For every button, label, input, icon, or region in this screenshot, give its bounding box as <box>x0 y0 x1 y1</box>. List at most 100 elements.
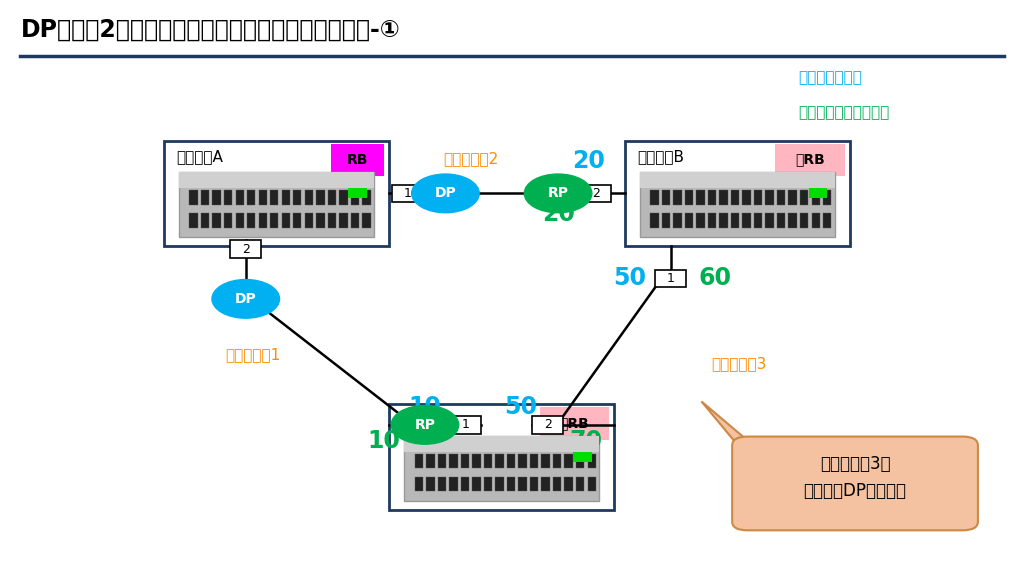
FancyBboxPatch shape <box>328 213 336 227</box>
FancyBboxPatch shape <box>316 213 325 227</box>
FancyBboxPatch shape <box>484 477 493 491</box>
FancyBboxPatch shape <box>564 454 572 468</box>
FancyBboxPatch shape <box>732 437 978 530</box>
FancyBboxPatch shape <box>293 213 301 227</box>
Text: 70: 70 <box>569 429 602 452</box>
FancyBboxPatch shape <box>518 477 526 491</box>
FancyBboxPatch shape <box>766 213 774 227</box>
Text: 50: 50 <box>613 267 646 290</box>
Text: スイッチA: スイッチA <box>176 149 223 165</box>
FancyBboxPatch shape <box>581 185 611 202</box>
FancyBboxPatch shape <box>484 454 493 468</box>
FancyBboxPatch shape <box>530 454 539 468</box>
FancyBboxPatch shape <box>305 213 313 227</box>
FancyBboxPatch shape <box>189 190 198 205</box>
FancyBboxPatch shape <box>438 454 446 468</box>
FancyBboxPatch shape <box>404 435 599 452</box>
Text: 1: 1 <box>462 418 470 431</box>
FancyBboxPatch shape <box>472 454 480 468</box>
FancyBboxPatch shape <box>640 172 835 237</box>
Text: RP: RP <box>415 418 435 432</box>
FancyBboxPatch shape <box>777 190 785 205</box>
FancyBboxPatch shape <box>775 144 845 176</box>
FancyBboxPatch shape <box>362 213 371 227</box>
Text: 60: 60 <box>698 267 731 290</box>
FancyBboxPatch shape <box>438 477 446 491</box>
FancyBboxPatch shape <box>800 213 808 227</box>
FancyBboxPatch shape <box>674 190 682 205</box>
FancyBboxPatch shape <box>674 213 682 227</box>
FancyBboxPatch shape <box>809 188 827 198</box>
FancyBboxPatch shape <box>472 477 480 491</box>
FancyBboxPatch shape <box>708 190 716 205</box>
FancyBboxPatch shape <box>575 454 585 468</box>
Text: 2: 2 <box>544 418 552 431</box>
FancyBboxPatch shape <box>640 172 835 188</box>
Text: 非RB: 非RB <box>559 417 590 430</box>
FancyBboxPatch shape <box>823 213 831 227</box>
FancyBboxPatch shape <box>530 477 539 491</box>
FancyBboxPatch shape <box>742 213 751 227</box>
FancyBboxPatch shape <box>788 213 797 227</box>
FancyBboxPatch shape <box>316 190 325 205</box>
Text: 10: 10 <box>368 429 400 452</box>
Text: セグメント3は
どっちがDPになる？: セグメント3は どっちがDPになる？ <box>804 455 906 500</box>
Text: スイッチC: スイッチC <box>401 413 449 428</box>
FancyBboxPatch shape <box>553 477 561 491</box>
FancyBboxPatch shape <box>788 190 797 205</box>
FancyBboxPatch shape <box>450 454 458 468</box>
Text: RP: RP <box>548 186 568 200</box>
FancyBboxPatch shape <box>426 454 434 468</box>
FancyBboxPatch shape <box>731 213 739 227</box>
FancyBboxPatch shape <box>201 213 209 227</box>
Text: 青：パスコスト: 青：パスコスト <box>799 70 862 86</box>
Circle shape <box>412 174 479 213</box>
FancyBboxPatch shape <box>426 477 434 491</box>
FancyBboxPatch shape <box>564 477 572 491</box>
FancyBboxPatch shape <box>415 477 423 491</box>
FancyBboxPatch shape <box>507 454 515 468</box>
FancyBboxPatch shape <box>588 477 596 491</box>
FancyBboxPatch shape <box>777 213 785 227</box>
FancyBboxPatch shape <box>259 213 267 227</box>
FancyBboxPatch shape <box>259 190 267 205</box>
FancyBboxPatch shape <box>461 454 469 468</box>
FancyBboxPatch shape <box>662 213 670 227</box>
Circle shape <box>391 406 459 444</box>
FancyBboxPatch shape <box>650 190 658 205</box>
FancyBboxPatch shape <box>450 477 458 491</box>
FancyBboxPatch shape <box>461 477 469 491</box>
FancyBboxPatch shape <box>625 141 850 246</box>
FancyBboxPatch shape <box>650 213 658 227</box>
FancyBboxPatch shape <box>742 190 751 205</box>
FancyBboxPatch shape <box>339 213 347 227</box>
Text: 緑：ルートパスコスト: 緑：ルートパスコスト <box>799 105 890 121</box>
Text: 非RB: 非RB <box>795 153 825 166</box>
Text: 2: 2 <box>242 243 250 255</box>
FancyBboxPatch shape <box>293 190 301 205</box>
FancyBboxPatch shape <box>573 452 592 462</box>
FancyBboxPatch shape <box>179 172 374 237</box>
FancyBboxPatch shape <box>179 172 374 188</box>
FancyBboxPatch shape <box>328 190 336 205</box>
FancyBboxPatch shape <box>800 190 808 205</box>
FancyBboxPatch shape <box>823 190 831 205</box>
FancyBboxPatch shape <box>389 404 614 510</box>
FancyBboxPatch shape <box>754 190 762 205</box>
FancyBboxPatch shape <box>415 454 423 468</box>
Text: DP: DP <box>234 292 257 306</box>
Text: 20: 20 <box>572 149 605 173</box>
Text: スイッチB: スイッチB <box>637 149 684 165</box>
FancyBboxPatch shape <box>348 188 367 198</box>
FancyBboxPatch shape <box>518 454 526 468</box>
Text: DP: DP <box>434 186 457 200</box>
FancyBboxPatch shape <box>662 190 670 205</box>
FancyBboxPatch shape <box>282 213 290 227</box>
FancyBboxPatch shape <box>362 190 371 205</box>
FancyBboxPatch shape <box>350 190 359 205</box>
FancyBboxPatch shape <box>392 185 423 202</box>
FancyBboxPatch shape <box>542 454 550 468</box>
FancyBboxPatch shape <box>811 190 820 205</box>
FancyBboxPatch shape <box>224 190 232 205</box>
FancyBboxPatch shape <box>540 407 609 440</box>
